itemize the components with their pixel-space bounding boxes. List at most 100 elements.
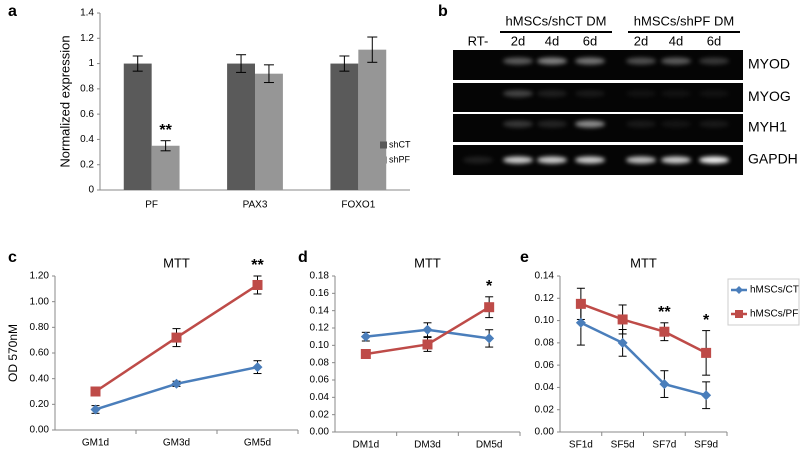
y-tick-label: 0.10: [310, 340, 330, 351]
y-tick-label: 0.00: [30, 425, 50, 436]
gel-band: [503, 57, 533, 65]
gel-band: [661, 156, 691, 164]
gel-band: [661, 57, 691, 65]
y-tick-label: 0.14: [535, 271, 555, 282]
legend-label: shPF: [389, 154, 411, 164]
line: [580, 321, 707, 397]
marker: [360, 331, 371, 342]
x-tick-label: SF1d: [569, 440, 593, 451]
error-bar: [339, 55, 350, 72]
y-tick-label: 0.10: [535, 315, 555, 326]
annotation: *: [486, 278, 493, 295]
chart-title: MTT: [163, 255, 190, 270]
gel-band: [537, 57, 567, 65]
bar: [255, 73, 283, 190]
gel-band: [537, 120, 567, 128]
chart-title: MTT: [414, 255, 441, 270]
marker: [252, 279, 263, 290]
marker: [422, 339, 433, 350]
gel-strip: [453, 83, 743, 112]
marker: [575, 317, 586, 328]
gel-band: [575, 156, 605, 164]
legend-marker: [735, 286, 743, 294]
y-tick-label: 0.12: [310, 323, 330, 334]
legend-label: hMSCs/PF: [750, 309, 798, 320]
y-tick-label: 0.12: [535, 293, 555, 304]
y-tick-label: 0.16: [310, 288, 330, 299]
gel-band: [575, 57, 605, 65]
marker: [484, 333, 495, 344]
group-label: hMSCs/shCT DM: [506, 13, 607, 28]
y-tick-label: 0.08: [310, 357, 330, 368]
gel-band: [503, 120, 533, 128]
y-axis-label: Normalized expression: [57, 35, 72, 167]
annotation: **: [658, 304, 671, 321]
marker: [484, 302, 495, 313]
lane-label: 6d: [707, 33, 721, 48]
y-tick-label: 0.8: [80, 83, 94, 94]
legend-label: hMSCs/CT: [750, 285, 799, 296]
legend-swatch: [380, 141, 387, 149]
y-tick-label: 1.00: [30, 296, 50, 307]
marker: [90, 404, 101, 415]
annotation: *: [703, 312, 710, 329]
y-tick-label: 0.4: [80, 134, 94, 145]
marker: [617, 337, 628, 348]
x-tick-label: PF: [145, 200, 158, 211]
gel-strip: [453, 50, 743, 80]
x-tick-label: SF7d: [652, 440, 676, 451]
gel-band: [661, 120, 691, 128]
line: [580, 302, 707, 355]
bar: [358, 49, 387, 190]
bar: [151, 145, 180, 190]
row-label: MYOG: [748, 88, 791, 104]
marker: [659, 326, 670, 337]
x-tick-label: GM5d: [244, 438, 271, 449]
y-tick-label: 0.06: [535, 360, 555, 371]
marker: [575, 298, 586, 309]
panel-label: b: [438, 3, 448, 20]
row-label: MYH1: [748, 119, 787, 135]
y-tick-label: 0.08: [535, 337, 555, 348]
panel-label: e: [520, 249, 529, 266]
y-tick-label: 0.40: [30, 373, 50, 384]
panel-label: c: [8, 249, 17, 266]
lane-label: RT-: [468, 33, 489, 48]
error-bar: [160, 140, 171, 152]
y-tick-label: 1.4: [80, 8, 94, 19]
gel-band: [503, 156, 533, 164]
annotation: **: [251, 257, 264, 274]
y-tick-label: 0.80: [30, 322, 50, 333]
marker: [617, 314, 628, 325]
error-bar: [132, 55, 143, 72]
gel-band: [626, 156, 656, 164]
gel-band: [699, 156, 729, 164]
gel-band: [699, 57, 729, 65]
annotation: **: [159, 122, 172, 139]
gel-band: [575, 120, 605, 128]
lane-label: 4d: [669, 33, 683, 48]
lane-label: 6d: [583, 33, 597, 48]
legend-marker: [735, 310, 743, 318]
y-tick-label: 0: [88, 185, 94, 196]
y-tick-label: 1: [88, 58, 94, 69]
y-tick-label: 0.00: [310, 427, 330, 438]
x-tick-label: PAX3: [243, 200, 268, 211]
y-tick-label: 0.04: [535, 382, 555, 393]
gel-band: [537, 156, 567, 164]
gel-band: [661, 90, 691, 97]
y-tick-label: 0.60: [30, 348, 50, 359]
error-bar: [236, 54, 247, 73]
y-tick-label: 0.06: [310, 375, 330, 386]
marker: [701, 390, 712, 401]
x-tick-label: DM3d: [414, 440, 441, 451]
x-tick-label: SF5d: [611, 440, 635, 451]
y-tick-label: 1.2: [80, 33, 94, 44]
x-tick-label: GM3d: [163, 438, 190, 449]
lane-label: 2d: [634, 33, 648, 48]
gel-band: [626, 57, 656, 65]
marker: [171, 378, 182, 389]
chart-title: MTT: [630, 255, 657, 270]
